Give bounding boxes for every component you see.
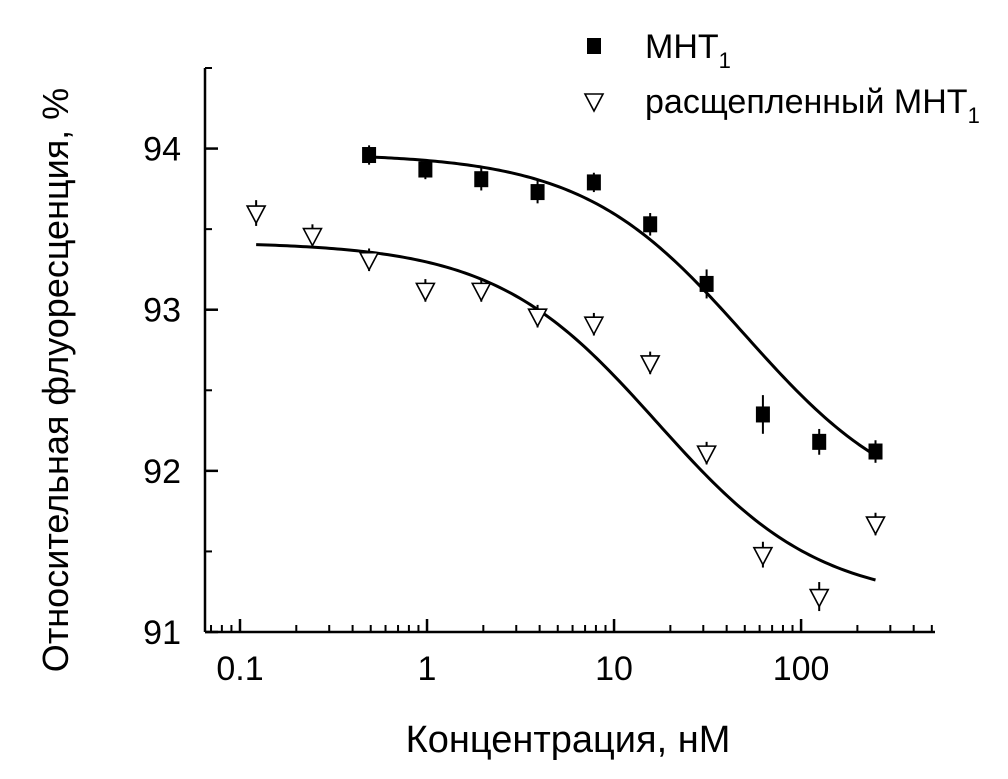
legend-label-subscript: 1	[719, 48, 731, 73]
legend-label-2: расщепленный МНТ1	[645, 83, 980, 128]
data-point-triangle	[302, 227, 323, 248]
x-tick-label: 10	[595, 650, 633, 688]
data-point-square	[418, 161, 433, 178]
data-point-triangle	[808, 588, 830, 609]
x-tick-label: 0.1	[216, 650, 263, 688]
legend-marker-triangle	[583, 93, 605, 113]
y-tick-label: 94	[143, 131, 181, 169]
data-point-triangle	[865, 516, 886, 536]
data-point-square	[362, 147, 377, 164]
tick-labels: 0.1 1 10 100 91 92 93 94	[143, 131, 829, 688]
fit-curve-1	[369, 155, 877, 457]
data-point-square	[868, 443, 883, 460]
data-point-square	[812, 433, 827, 450]
data-points	[245, 145, 886, 612]
legend-label-1: МНТ1	[645, 28, 731, 73]
legend-label-text: расщепленный МНТ	[645, 83, 968, 121]
x-axis-label: Концентрация, нМ	[406, 719, 731, 761]
legend-marker-square	[587, 38, 601, 54]
fit-curve-2	[256, 243, 876, 582]
data-point-triangle	[527, 308, 548, 328]
y-tick-label: 92	[143, 453, 181, 491]
data-point-square	[699, 275, 714, 292]
data-point-square	[530, 184, 545, 201]
data-point-square	[586, 174, 601, 191]
legend-label-text: МНТ	[645, 28, 719, 66]
y-axis-label: Относительная флуоресценция, %	[35, 88, 76, 672]
data-point-triangle	[696, 445, 717, 465]
data-point-triangle	[639, 355, 661, 375]
axes	[203, 67, 935, 634]
legend-label-subscript: 1	[968, 103, 980, 128]
data-point-triangle	[470, 282, 492, 303]
x-tick-label: 100	[773, 650, 830, 688]
y-tick-label: 91	[143, 614, 181, 652]
data-point-triangle	[583, 316, 605, 336]
data-point-triangle	[245, 205, 267, 225]
data-point-triangle	[358, 251, 380, 272]
data-point-square	[643, 216, 658, 233]
fit-curves	[256, 155, 877, 582]
data-point-square	[755, 406, 770, 423]
data-point-triangle	[752, 546, 774, 567]
x-tick-label: 1	[418, 650, 437, 688]
y-tick-label: 93	[143, 292, 181, 330]
data-point-triangle	[415, 282, 436, 303]
data-point-square	[474, 171, 489, 188]
